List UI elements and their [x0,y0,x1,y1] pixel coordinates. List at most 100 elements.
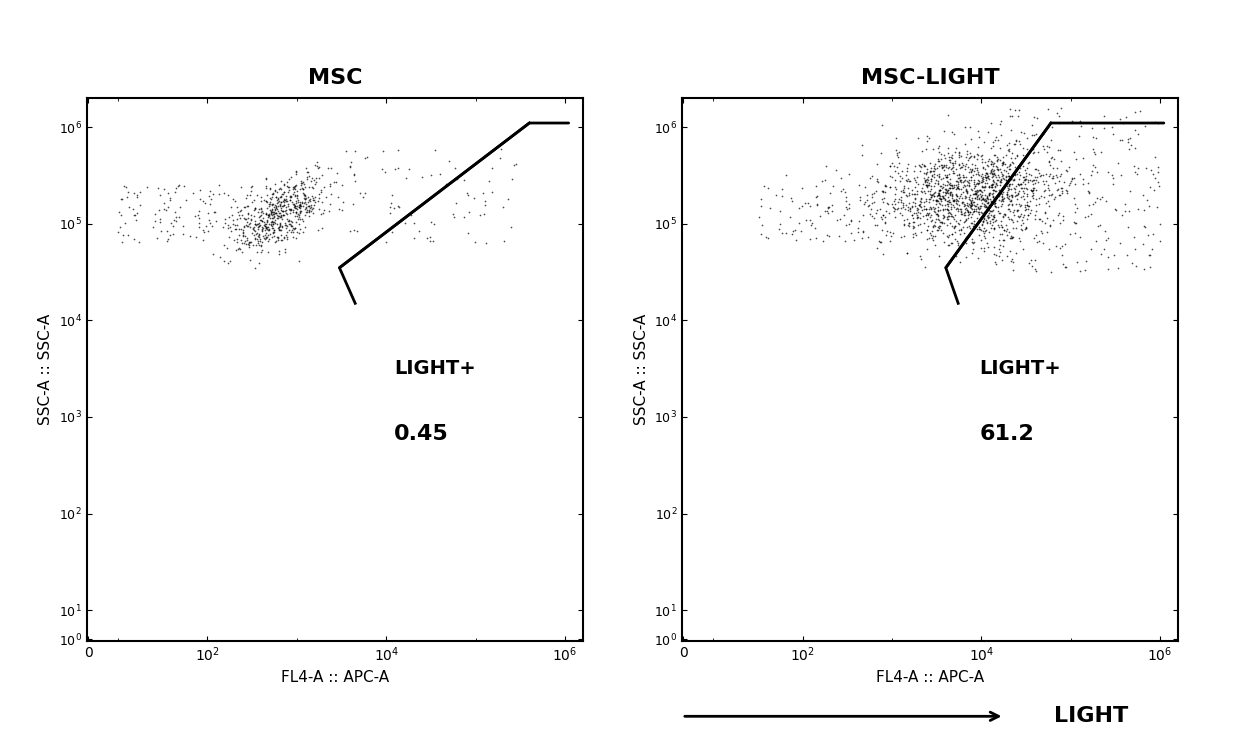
Point [203,206,223,218]
Point [1043,173,1063,185]
Point [1065,198,1085,210]
Point [951,150,971,162]
Point [970,184,990,196]
Point [905,193,925,205]
Point [980,211,999,223]
Point [980,188,999,200]
Point [280,190,300,202]
Point [154,203,174,215]
Point [965,201,985,213]
Point [1086,192,1106,204]
Point [446,197,466,209]
Point [459,207,479,219]
Point [999,172,1019,184]
Point [241,222,260,234]
Point [436,178,456,190]
Point [925,158,945,170]
Point [952,176,972,188]
Point [961,165,981,177]
Point [968,188,988,201]
Point [988,188,1008,201]
Point [993,195,1013,207]
Point [263,227,283,239]
Point [249,231,269,244]
Point [252,213,272,225]
Point [990,190,1009,202]
Point [228,243,248,255]
Point [897,162,916,174]
Point [281,191,301,203]
Point [950,170,970,182]
Point [998,160,1018,172]
Point [1004,138,1024,150]
Point [238,212,258,224]
Point [1065,207,1085,219]
Point [1023,147,1043,159]
Point [248,231,268,243]
Point [237,231,257,244]
Point [246,262,265,274]
Point [267,207,286,219]
Point [888,161,908,173]
Point [951,161,971,173]
Point [961,216,981,228]
Point [1105,203,1125,215]
Point [216,213,236,225]
Point [257,231,277,243]
Point [1039,155,1059,167]
Point [252,222,272,234]
Point [982,179,1002,191]
Point [1021,184,1040,196]
Point [1065,217,1085,229]
Point [908,209,928,221]
Point [303,182,322,195]
Point [961,174,981,186]
Point [939,207,959,219]
Point [221,201,241,213]
Point [1001,230,1021,242]
Point [1021,207,1040,219]
Point [1063,115,1083,127]
Point [425,143,445,155]
Point [945,146,965,158]
Point [944,211,963,223]
Point [115,217,135,229]
Point [288,189,308,201]
Point [977,210,997,222]
Point [1064,192,1084,204]
Point [880,170,900,182]
Point [259,182,279,195]
Point [951,204,971,216]
Point [1013,142,1033,154]
Point [939,231,959,244]
Point [925,213,945,225]
Point [972,149,992,161]
Point [976,167,996,179]
Point [885,210,905,222]
Point [884,173,904,185]
Point [1149,180,1169,192]
Point [279,181,299,193]
Point [749,210,769,222]
Point [873,196,893,208]
Point [880,161,900,173]
Point [1128,162,1148,174]
Point [928,195,947,207]
Point [934,149,954,161]
Point [999,198,1019,210]
Point [283,198,303,210]
Point [255,232,275,244]
Point [279,218,299,230]
Point [954,198,973,210]
Point [920,210,940,222]
Point [944,199,963,211]
Point [899,175,919,187]
Point [967,193,987,205]
Point [259,204,279,216]
Point [975,181,994,193]
Point [919,193,939,205]
Point [867,175,887,187]
Point [937,171,957,183]
Point [936,187,956,199]
Point [990,170,1009,182]
